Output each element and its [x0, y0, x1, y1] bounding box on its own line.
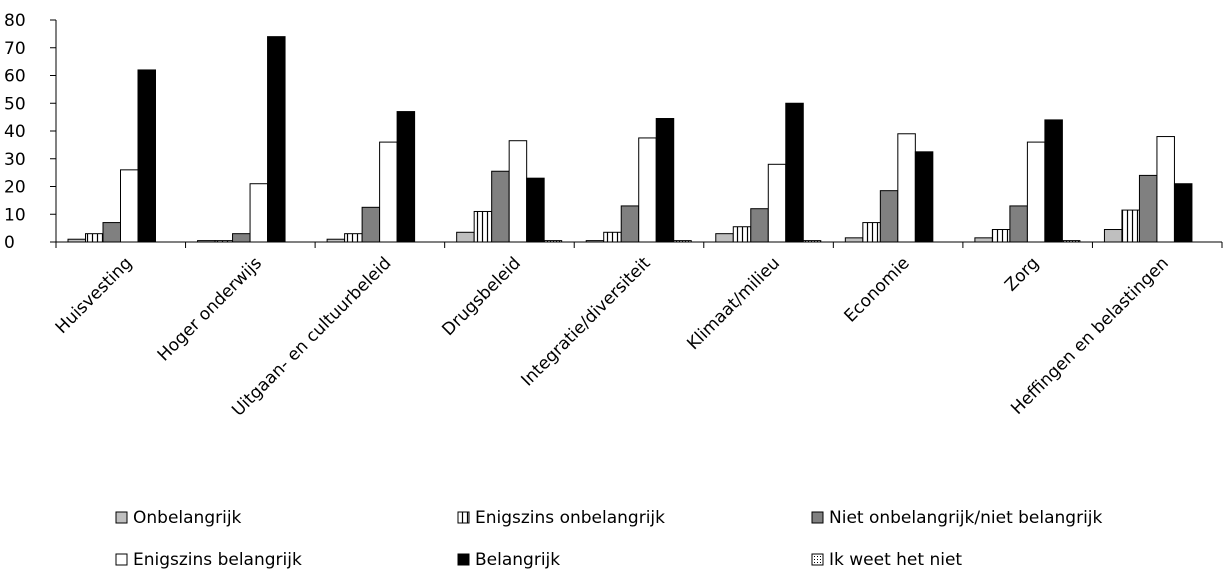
y-tick-label: 60: [4, 67, 26, 87]
legend-label: Ik weet het niet: [829, 550, 962, 570]
bar-4-6: [914, 151, 934, 243]
bar-4-0: [137, 69, 156, 243]
y-tick-label: 30: [4, 150, 26, 170]
bar-3-3: [508, 140, 528, 243]
bar-1-6: [862, 222, 881, 243]
legend-label: Niet onbelangrijk/niet belangrijk: [829, 508, 1103, 528]
legend-label: Enigszins belangrijk: [133, 550, 302, 570]
bar-1-5: [732, 226, 752, 243]
bar-1-2: [344, 233, 363, 243]
x-tick-label: Drugsbeleid: [438, 253, 525, 340]
legend-label: Belangrijk: [475, 550, 560, 570]
bar-0-7: [974, 237, 993, 243]
y-tick-label: 20: [4, 178, 26, 198]
x-tick-label: Klimaat/milieu: [683, 253, 784, 354]
bar-1-8: [1121, 209, 1140, 243]
legend: Onbelangrijk Enigszins onbelangrijk Niet o…: [115, 508, 1103, 570]
x-tick-label: Economie: [841, 253, 914, 326]
bar-2-4: [620, 205, 640, 243]
bar-4-1: [267, 36, 286, 243]
legend-swatch: [811, 553, 824, 566]
legend-swatch: [811, 511, 824, 524]
y-tick-label: 10: [4, 205, 26, 225]
legend-swatch: [457, 511, 470, 524]
y-tick-label: 0: [4, 233, 15, 253]
y-tick-label: 80: [4, 11, 26, 31]
bar-1-4: [603, 231, 622, 243]
bar-0-6: [844, 237, 864, 243]
bar-1-3: [473, 210, 493, 243]
bar-2-5: [750, 208, 769, 243]
bar-4-8: [1173, 183, 1193, 243]
bar-3-4: [638, 137, 657, 243]
bar-4-5: [785, 102, 804, 243]
x-tick-label: Zorg: [1001, 253, 1043, 295]
bar-3-8: [1156, 136, 1175, 243]
legend-swatch: [115, 553, 128, 566]
x-tick-label: Hoger onderwijs: [154, 253, 266, 365]
plot-area: 0 10 20 30 40 50 60 70 80 Huisvesting Hoger onderw…: [4, 11, 1223, 421]
bar-3-2: [379, 141, 398, 243]
bar-3-1: [249, 183, 269, 243]
bar-2-8: [1138, 174, 1158, 243]
bar-1-0: [85, 233, 104, 243]
bar-4-2: [396, 111, 416, 243]
y-tick-label: 70: [4, 39, 26, 59]
y-tick-label: 40: [4, 122, 26, 142]
bar-3-6: [897, 133, 916, 243]
legend-swatch: [115, 511, 128, 524]
bar-1-7: [991, 229, 1011, 243]
bar-3-0: [120, 169, 139, 243]
bar-4-4: [655, 118, 675, 243]
bar-2-3: [491, 170, 510, 243]
legend-label: Enigszins onbelangrijk: [475, 508, 665, 528]
bar-3-7: [1026, 141, 1046, 243]
bar-2-2: [361, 206, 381, 243]
bar-4-7: [1044, 119, 1063, 243]
bar-4-3: [526, 177, 545, 243]
x-tick-label: Huisvesting: [52, 253, 136, 337]
bar-2-6: [879, 190, 899, 243]
bar-0-3: [456, 231, 475, 243]
y-tick-label: 50: [4, 94, 26, 114]
bar-0-8: [1103, 229, 1123, 243]
bar-3-5: [767, 163, 787, 243]
legend-swatch: [457, 553, 470, 566]
legend-label: Onbelangrijk: [133, 508, 242, 528]
bar-2-7: [1009, 205, 1028, 243]
x-tick-label: Integratie/diversiteit: [517, 253, 654, 390]
bar-2-1: [232, 233, 251, 243]
bar-2-0: [102, 222, 121, 243]
bar-0-5: [715, 233, 734, 243]
